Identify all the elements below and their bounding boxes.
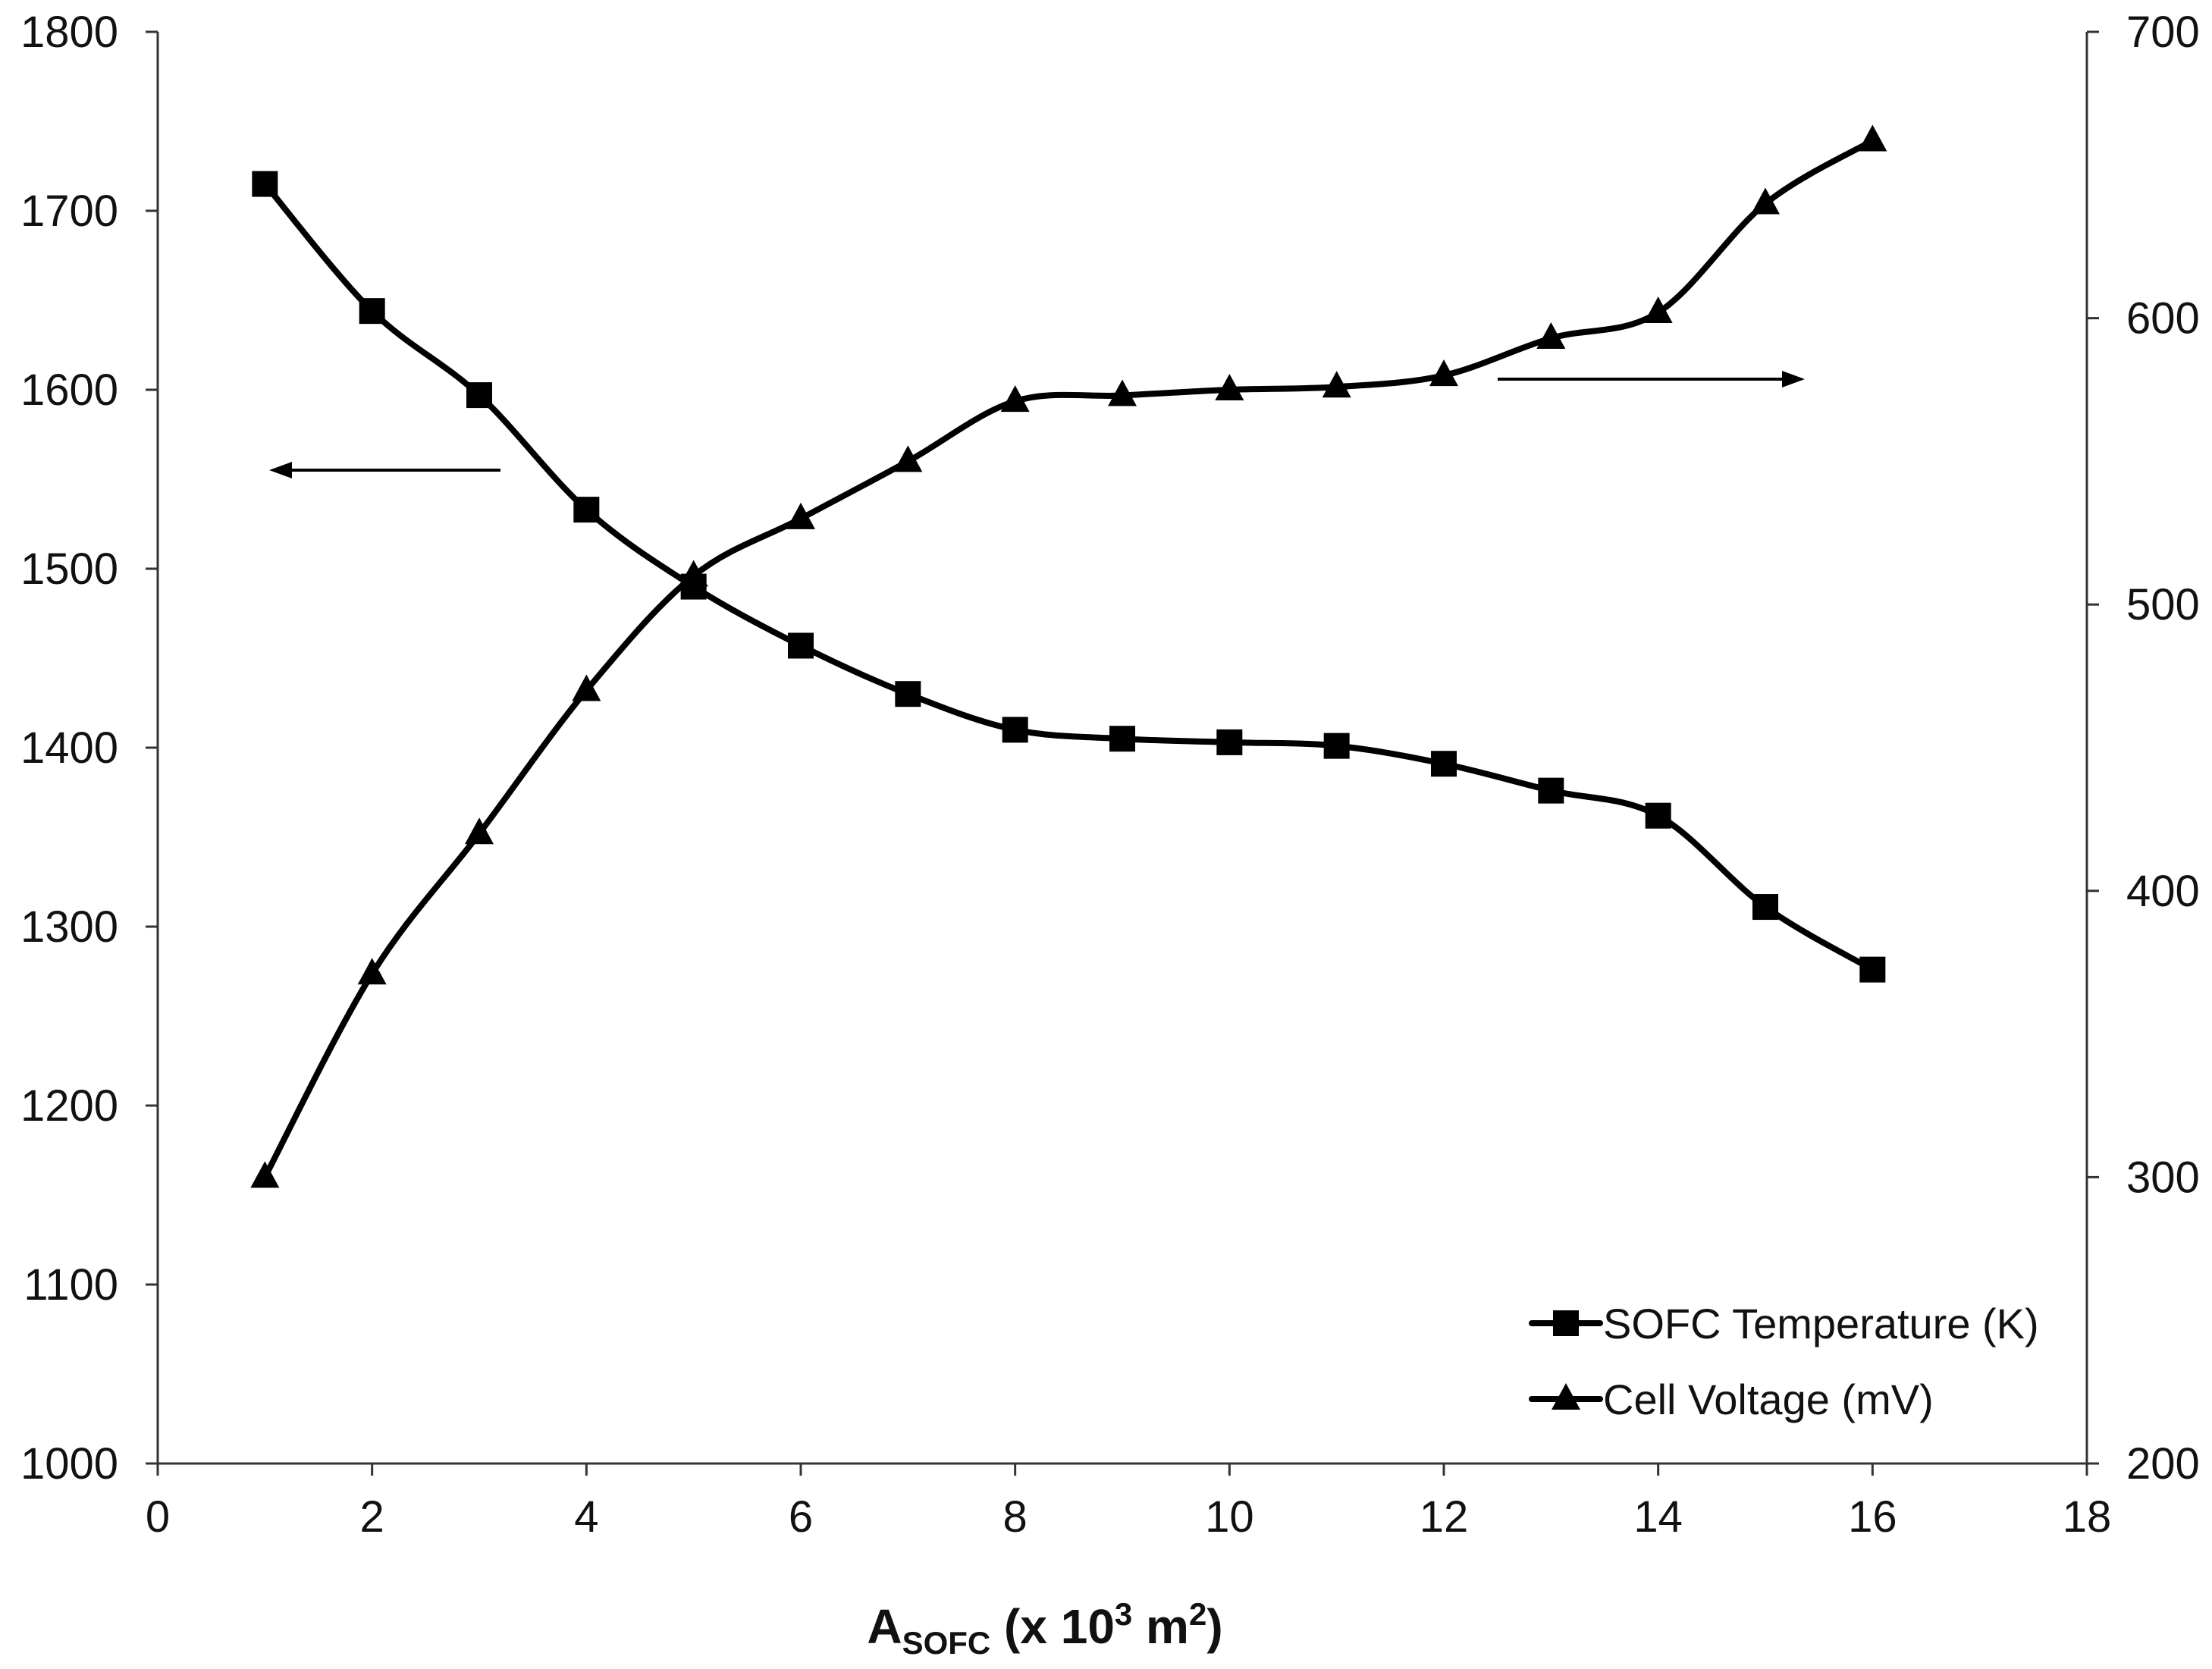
x-tick-label: 12 xyxy=(1420,1492,1469,1542)
x-tick-label: 8 xyxy=(1003,1492,1028,1542)
data-point xyxy=(1431,751,1457,777)
left-tick-label: 1000 xyxy=(20,1439,118,1489)
x-axis-title-subscript: SOFC xyxy=(902,1625,991,1661)
right-tick-label: 200 xyxy=(2126,1439,2200,1489)
data-point xyxy=(788,632,814,659)
right-tick-label: 400 xyxy=(2126,867,2200,916)
data-point xyxy=(1643,296,1673,324)
legend-item: SOFC Temperature (K) xyxy=(1529,1300,2039,1347)
left-tick-label: 1500 xyxy=(20,544,118,594)
left-tick-label: 1100 xyxy=(24,1260,118,1310)
data-point xyxy=(895,681,921,707)
data-point xyxy=(1751,187,1780,215)
series-layer xyxy=(250,124,1887,1188)
series-cell-voltage xyxy=(250,124,1887,1188)
x-axis-title-main: A xyxy=(867,1599,902,1654)
data-point xyxy=(1216,729,1243,755)
legend: SOFC Temperature (K) Cell Voltage (mV) xyxy=(1529,1300,2039,1423)
left-tick-label: 1600 xyxy=(20,365,118,415)
data-point xyxy=(466,382,492,409)
data-point xyxy=(1752,894,1778,921)
left-tick-label: 1300 xyxy=(20,902,118,952)
legend-marker xyxy=(1553,1310,1579,1336)
x-axis-title-text: (x 10 xyxy=(990,1599,1115,1654)
data-point xyxy=(1215,374,1244,400)
data-point xyxy=(572,674,601,701)
data-point xyxy=(357,958,387,985)
data-point xyxy=(1645,802,1671,829)
left-tick-label: 1800 xyxy=(20,8,118,57)
x-tick-label: 0 xyxy=(146,1492,170,1542)
data-point xyxy=(252,171,278,197)
x-axis-title: ASOFC (x 103 m2) xyxy=(867,1596,1222,1661)
data-point xyxy=(1108,379,1137,406)
x-tick-label: 14 xyxy=(1633,1492,1683,1542)
data-point xyxy=(1109,726,1135,752)
x-tick-label: 10 xyxy=(1205,1492,1254,1542)
data-point xyxy=(1536,322,1566,350)
x-tick-label: 2 xyxy=(360,1492,384,1542)
data-point xyxy=(1859,956,1886,983)
right-tick-label: 300 xyxy=(2126,1153,2200,1202)
data-point xyxy=(786,502,815,529)
data-point xyxy=(893,445,923,472)
series-sofc-temperature xyxy=(252,171,1886,983)
data-point xyxy=(1322,371,1351,398)
data-point xyxy=(1538,777,1564,804)
x-tick-label: 6 xyxy=(789,1492,813,1542)
data-point xyxy=(1429,359,1458,387)
legend-marker xyxy=(1552,1383,1580,1410)
x-tick-label: 16 xyxy=(1848,1492,1897,1542)
legend-label: SOFC Temperature (K) xyxy=(1603,1300,2039,1347)
legend-item: Cell Voltage (mV) xyxy=(1529,1376,1934,1423)
series-line xyxy=(262,180,1876,973)
right-tick-label: 700 xyxy=(2126,8,2200,57)
x-axis-title-text: ) xyxy=(1206,1599,1222,1654)
right-axis-ticks: 200 300 400 500 600 700 xyxy=(2087,8,2200,1489)
data-point xyxy=(250,1161,280,1188)
series-line xyxy=(262,137,1876,1181)
left-tick-label: 1400 xyxy=(20,723,118,773)
right-axis-arrow-head xyxy=(1782,371,1805,387)
x-tick-label: 4 xyxy=(574,1492,598,1542)
data-point xyxy=(465,817,494,845)
data-point xyxy=(573,497,600,523)
right-tick-label: 600 xyxy=(2126,294,2200,344)
x-axis-ticks: 0 2 4 6 8 10 12 14 16 18 xyxy=(146,1464,2111,1542)
data-point xyxy=(1000,385,1030,413)
x-axis-title-superscript: 2 xyxy=(1189,1596,1206,1632)
data-point xyxy=(1858,124,1887,152)
left-axis-arrow-head xyxy=(269,462,292,478)
legend-label: Cell Voltage (mV) xyxy=(1603,1376,1934,1423)
data-point xyxy=(1002,717,1028,743)
x-axis-title-text: m xyxy=(1132,1599,1189,1654)
annotation-arrows xyxy=(269,371,1805,478)
left-tick-label: 1700 xyxy=(20,187,118,236)
left-tick-label: 1200 xyxy=(20,1081,118,1131)
data-point xyxy=(1323,733,1350,759)
right-tick-label: 500 xyxy=(2126,580,2200,629)
left-axis-ticks: 1000 1100 1200 1300 1400 1500 1600 1700 1800 xyxy=(20,8,158,1489)
x-tick-label: 18 xyxy=(2063,1492,2112,1542)
data-point xyxy=(359,298,385,325)
data-point xyxy=(679,560,708,587)
x-axis-title-superscript: 3 xyxy=(1115,1596,1132,1632)
